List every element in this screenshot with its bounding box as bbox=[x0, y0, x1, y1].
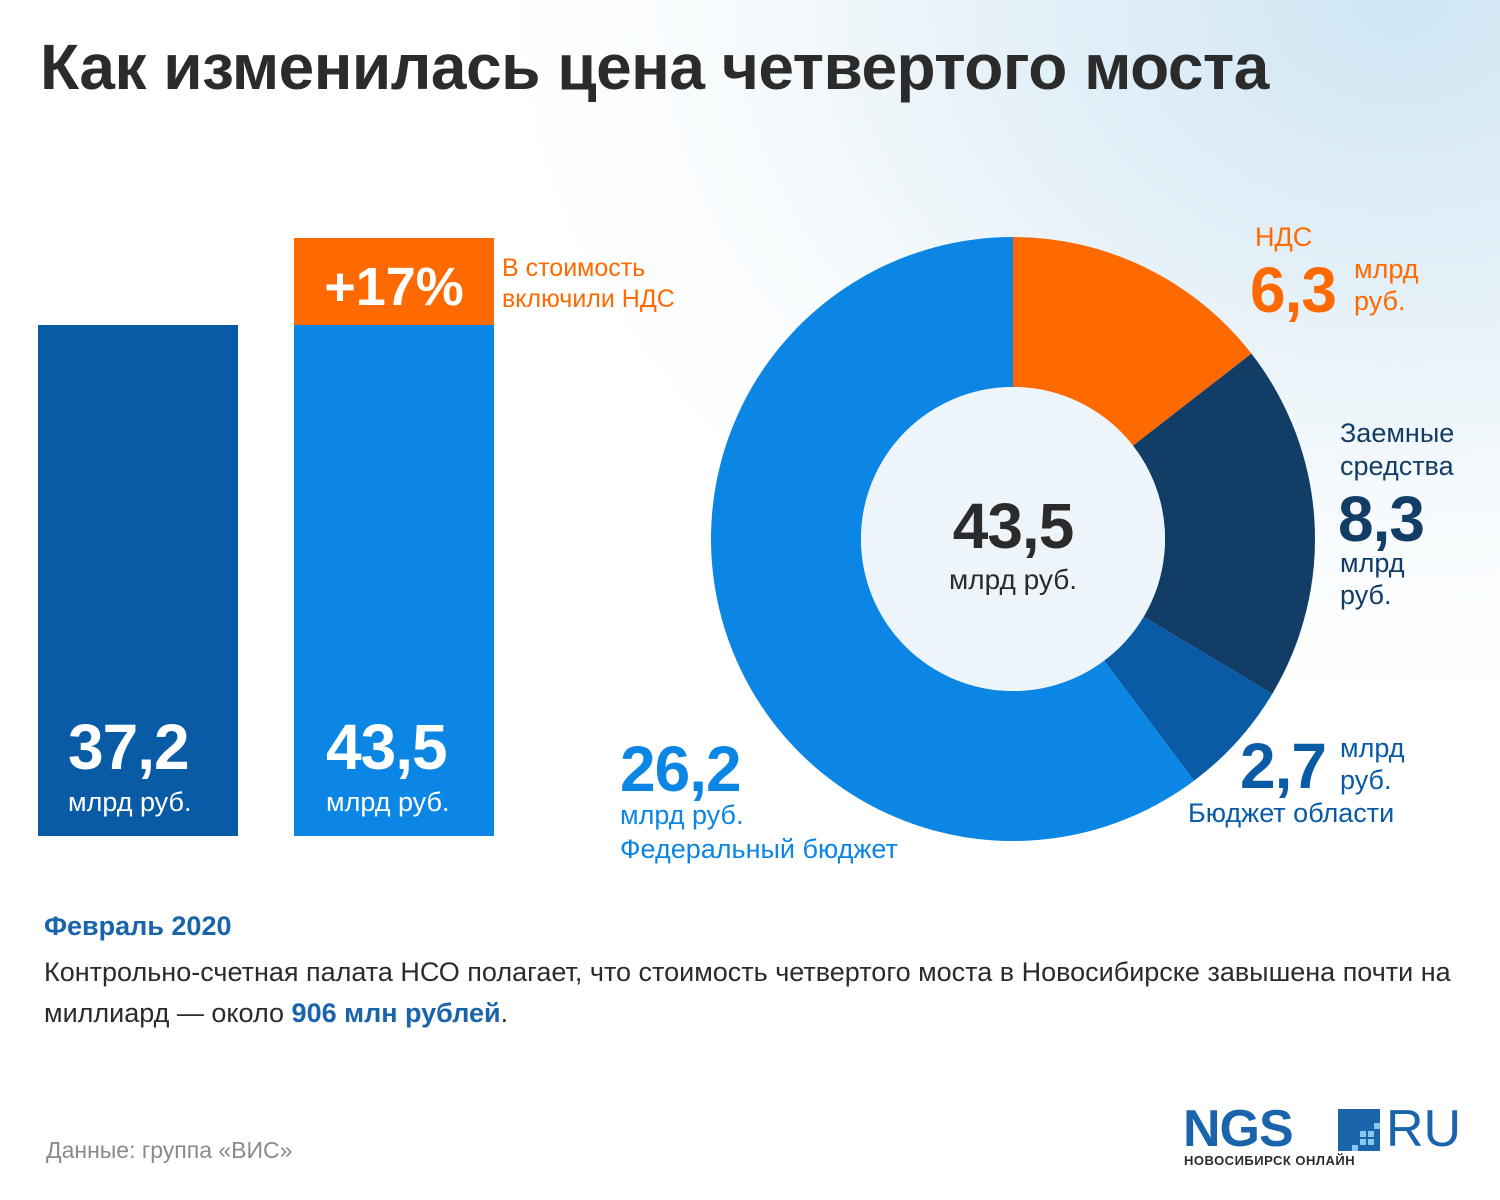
loans-slice-name2: средства bbox=[1340, 451, 1454, 481]
bar-value-label: 43,5 bbox=[326, 711, 448, 783]
federal-slice-value: 26,2 bbox=[620, 733, 742, 805]
loans-slice-unit1: млрд bbox=[1340, 548, 1405, 578]
regional-slice-name: Бюджет области bbox=[1188, 798, 1395, 828]
donut-hole bbox=[861, 387, 1165, 691]
regional-slice-unit1: млрд bbox=[1340, 733, 1405, 763]
logo-subtitle: НОВОСИБИРСК ОНЛАЙН bbox=[1184, 1153, 1356, 1168]
donut-slice-vat bbox=[1013, 237, 1252, 446]
bar-vat-increase bbox=[294, 238, 494, 325]
vat-slice-unit2: руб. bbox=[1354, 286, 1406, 316]
date-label: Февраль 2020 bbox=[44, 911, 232, 941]
page-title: Как изменилась цена четвертого моста bbox=[40, 31, 1269, 103]
source-label: Данные: группа «ВИС» bbox=[46, 1137, 293, 1163]
federal-slice-unit: млрд руб. bbox=[620, 800, 744, 830]
description-end: . bbox=[500, 998, 509, 1028]
loans-slice-value: 8,3 bbox=[1338, 483, 1425, 555]
vat-note-line1: В стоимость bbox=[502, 254, 646, 282]
donut-chart bbox=[711, 237, 1315, 841]
logo-main: NGS bbox=[1183, 1100, 1294, 1158]
bar-unit-label: млрд руб. bbox=[68, 787, 192, 817]
bar-before-vat bbox=[38, 325, 238, 836]
vat-slice-value: 6,3 bbox=[1250, 254, 1337, 326]
regional-slice-unit2: руб. bbox=[1340, 765, 1392, 795]
donut-slice-regional bbox=[1104, 616, 1273, 781]
logo-ru: RU bbox=[1386, 1100, 1462, 1158]
donut-slice-loans bbox=[1133, 353, 1315, 694]
donut-slice-federal bbox=[711, 237, 1195, 841]
increase-percent-label: +17% bbox=[324, 257, 464, 318]
description-highlight: 906 млн рублей bbox=[291, 998, 501, 1028]
bar-after-vat bbox=[294, 325, 494, 836]
logo-square-icon bbox=[1338, 1109, 1380, 1151]
bar-unit-label: млрд руб. bbox=[326, 787, 450, 817]
description: Контрольно-счетная палата НСО полагает, … bbox=[44, 952, 1464, 1034]
vat-slice-unit1: млрд bbox=[1354, 254, 1419, 284]
donut-total-value: 43,5 bbox=[952, 490, 1075, 562]
loans-slice-unit2: руб. bbox=[1340, 580, 1392, 610]
regional-slice-value: 2,7 bbox=[1240, 730, 1327, 802]
federal-slice-name: Федеральный бюджет bbox=[620, 834, 898, 864]
donut-total-unit: млрд руб. bbox=[948, 564, 1078, 595]
ngs-logo: NGS RU НОВОСИБИРСК ОНЛАЙН bbox=[1183, 1100, 1462, 1173]
bar-value-label: 37,2 bbox=[68, 711, 190, 783]
loans-slice-name1: Заемные bbox=[1340, 418, 1455, 448]
vat-note-line2: включили НДС bbox=[502, 285, 675, 313]
description-text: Контрольно-счетная палата НСО полагает, … bbox=[44, 957, 1451, 1028]
vat-slice-name: НДС bbox=[1255, 222, 1313, 252]
